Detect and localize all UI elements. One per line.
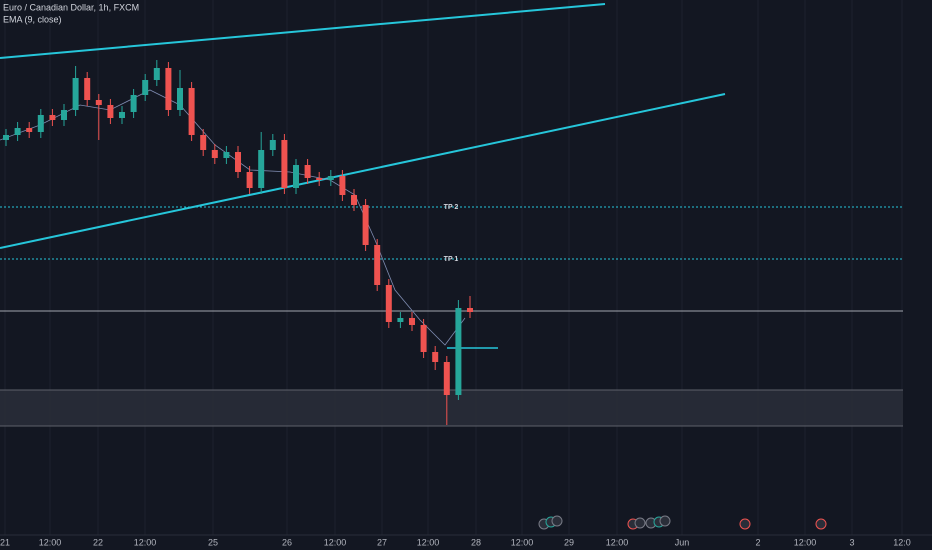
candle-body	[130, 95, 137, 112]
event-icon[interactable]	[634, 517, 646, 529]
x-tick-label: 12:00	[39, 537, 62, 547]
x-tick-label: 3	[849, 537, 854, 547]
candle-body	[293, 165, 299, 188]
x-tick-label: 12:0	[893, 537, 911, 547]
candle-body	[165, 68, 172, 110]
candle-body	[327, 176, 334, 180]
event-icon[interactable]	[659, 515, 671, 527]
candle-body	[26, 128, 33, 132]
x-tick-label: 12:00	[324, 537, 347, 547]
x-tick-label: 12:00	[606, 537, 629, 547]
x-tick-label: 12:00	[794, 537, 817, 547]
candle-body	[362, 205, 369, 245]
candle-body	[281, 140, 288, 188]
x-tick-label: 2	[755, 537, 760, 547]
x-axis: 21 12:00 22 12:00 25 26 12:00 27 12:00 28 12:00 29 1…	[0, 537, 911, 547]
candle-body	[61, 110, 67, 120]
trend-line	[0, 3, 606, 59]
candle-body	[432, 352, 439, 362]
candle-body	[153, 68, 160, 80]
x-tick-label: Jun	[675, 537, 690, 547]
x-tick-label: 12:00	[134, 537, 157, 547]
candle-body	[84, 78, 91, 100]
candle-body	[49, 115, 56, 120]
candle-body	[223, 152, 230, 158]
x-tick-label: 26	[282, 537, 292, 547]
event-icons	[538, 515, 827, 530]
event-icon[interactable]	[551, 515, 563, 527]
candle-body	[188, 88, 195, 135]
chart-title: Euro / Canadian Dollar, 1h, FXCM	[3, 2, 139, 12]
candle-body	[200, 135, 207, 150]
grid	[4, 0, 903, 535]
candle-body	[420, 325, 427, 352]
candle-body	[316, 178, 323, 180]
candle-body	[95, 100, 102, 105]
candle-body	[142, 80, 149, 95]
candle-body	[107, 105, 114, 118]
x-tick-label: 22	[93, 537, 103, 547]
candle-body	[339, 176, 346, 195]
x-tick-label: 25	[208, 537, 218, 547]
candle-body	[3, 135, 9, 140]
candle-body	[177, 88, 183, 110]
annotation: TP 2	[444, 204, 459, 211]
x-tick-label: 27	[377, 537, 387, 547]
candle-body	[211, 150, 218, 158]
candle-body	[409, 318, 415, 325]
candle-body	[304, 165, 311, 178]
candle-body	[374, 245, 381, 285]
candle-body	[235, 152, 241, 172]
candle-body	[455, 308, 462, 395]
candle-body	[258, 150, 265, 188]
x-tick-label: 28	[471, 537, 481, 547]
ema-line	[0, 89, 466, 346]
candle-body	[37, 115, 44, 132]
candle-body	[467, 308, 473, 312]
x-tick-label: 21	[0, 537, 10, 547]
indicator-label: EMA (9, close)	[3, 14, 62, 24]
x-tick-label: 29	[564, 537, 574, 547]
event-icon[interactable]	[739, 518, 751, 530]
candles	[3, 60, 473, 425]
candle-body	[119, 112, 125, 118]
candle-body	[443, 362, 450, 395]
candle-body	[269, 140, 276, 150]
candle-body	[351, 195, 357, 205]
candle-body	[246, 172, 253, 188]
x-tick-label: 12:00	[511, 537, 534, 547]
candle-body	[72, 78, 79, 110]
annotation: TP 1	[444, 256, 459, 263]
event-icon[interactable]	[815, 518, 827, 530]
candle-body	[385, 285, 392, 322]
candle-body	[14, 128, 21, 135]
x-tick-label: 12:00	[417, 537, 440, 547]
candle-body	[397, 318, 404, 322]
trend-line	[0, 93, 726, 249]
support-zone	[0, 390, 903, 426]
